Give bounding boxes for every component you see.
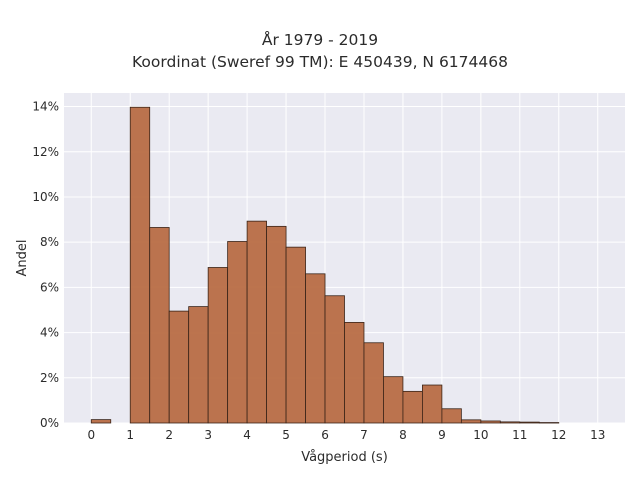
x-tick-label: 0 xyxy=(87,428,95,442)
histogram-bar xyxy=(129,106,151,424)
y-tick-label: 0% xyxy=(40,416,59,430)
y-tick-label: 10% xyxy=(32,190,59,204)
x-tick-label: 10 xyxy=(473,428,488,442)
histogram-bar xyxy=(266,225,287,424)
histogram-bar xyxy=(207,267,229,424)
x-tick-label: 8 xyxy=(399,428,407,442)
histogram-bar xyxy=(460,419,482,424)
x-tick-label: 13 xyxy=(590,428,605,442)
y-tick-label: 4% xyxy=(40,326,59,340)
y-tick-label: 8% xyxy=(40,235,59,249)
histogram-bar xyxy=(538,422,560,424)
histogram-bar xyxy=(363,342,384,424)
histogram-bar xyxy=(305,273,326,424)
x-tick-label: 5 xyxy=(282,428,290,442)
histogram-bar xyxy=(441,408,462,424)
x-tick-label: 2 xyxy=(165,428,173,442)
y-axis-ticks: 0% 2% 4% 6% 8% 10% 12% 14% xyxy=(32,100,59,430)
x-tick-label: 7 xyxy=(360,428,368,442)
chart-title-line-2: Koordinat (Sweref 99 TM): E 450439, N 61… xyxy=(132,53,508,71)
histogram-bar xyxy=(188,306,209,424)
x-tick-label: 11 xyxy=(512,428,527,442)
x-tick-label: 1 xyxy=(126,428,134,442)
x-axis-label: Vågperiod (s) xyxy=(301,450,388,465)
x-tick-label: 12 xyxy=(551,428,566,442)
histogram-bar xyxy=(480,420,501,424)
y-tick-label: 12% xyxy=(32,145,59,159)
y-tick-label: 2% xyxy=(40,371,59,385)
histogram-bar xyxy=(499,421,521,424)
histogram-bar xyxy=(246,220,267,424)
x-tick-label: 6 xyxy=(321,428,329,442)
chart-title: År 1979 - 2019 Koordinat (Sweref 99 TM):… xyxy=(0,29,640,73)
chart-title-line-1: År 1979 - 2019 xyxy=(261,31,379,49)
histogram-bar xyxy=(402,390,423,424)
histogram-bar xyxy=(383,376,404,424)
histogram-bar xyxy=(149,227,170,424)
y-axis-label: Andel xyxy=(15,240,30,277)
x-axis-ticks: 0 1 2 3 4 5 6 7 8 9 10 11 12 13 xyxy=(87,428,605,442)
histogram-bar xyxy=(344,322,365,424)
x-tick-label: 4 xyxy=(243,428,251,442)
histogram-bar xyxy=(519,421,540,424)
y-tick-label: 6% xyxy=(40,280,59,294)
histogram-bar xyxy=(422,384,443,424)
histogram-bar xyxy=(227,241,248,424)
y-tick-label: 14% xyxy=(32,100,59,114)
histogram-bar xyxy=(324,295,345,424)
x-tick-label: 3 xyxy=(204,428,212,442)
histogram-bars xyxy=(90,106,560,424)
x-tick-label: 9 xyxy=(438,428,446,442)
histogram-bar xyxy=(285,246,306,424)
histogram-bar xyxy=(90,419,112,424)
histogram-bar xyxy=(168,310,190,424)
